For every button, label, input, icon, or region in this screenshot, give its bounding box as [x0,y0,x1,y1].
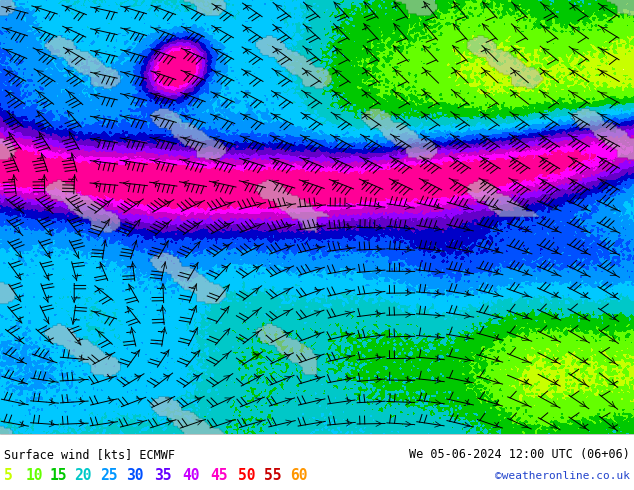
Text: 25: 25 [100,468,117,484]
Text: 50: 50 [238,468,256,484]
Text: Surface wind [kts] ECMWF: Surface wind [kts] ECMWF [4,448,175,461]
Text: 30: 30 [126,468,143,484]
Text: 55: 55 [264,468,281,484]
Text: We 05-06-2024 12:00 UTC (06+06): We 05-06-2024 12:00 UTC (06+06) [409,448,630,461]
Text: 5: 5 [4,468,13,484]
Text: 15: 15 [50,468,67,484]
Text: 35: 35 [154,468,172,484]
Text: 40: 40 [182,468,200,484]
Text: ©weatheronline.co.uk: ©weatheronline.co.uk [495,471,630,481]
Text: 60: 60 [290,468,307,484]
Text: 10: 10 [26,468,44,484]
Text: 45: 45 [210,468,228,484]
Text: 20: 20 [74,468,91,484]
